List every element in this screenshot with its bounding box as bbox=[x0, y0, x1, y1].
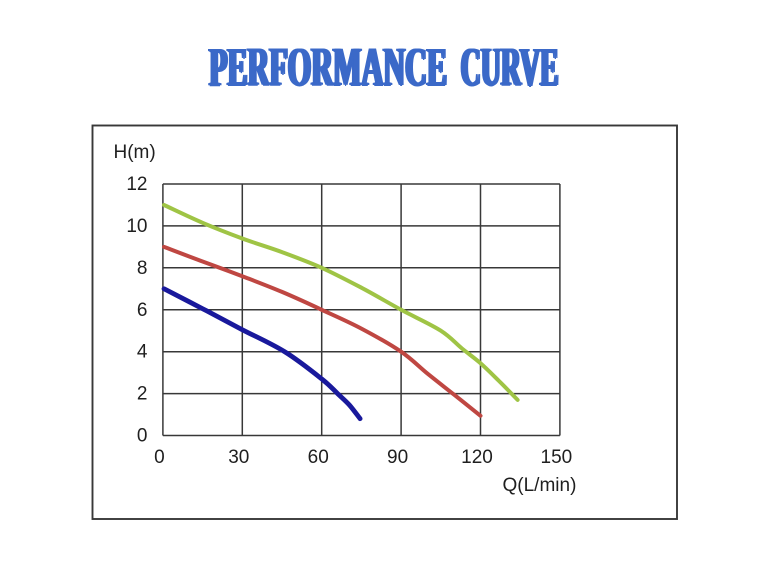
svg-text:90: 90 bbox=[387, 447, 408, 468]
svg-text:CURVE: CURVE bbox=[459, 37, 557, 98]
svg-text:2: 2 bbox=[137, 384, 148, 405]
svg-text:CURVE: CURVE bbox=[462, 37, 560, 98]
svg-text:CURVE: CURVE bbox=[461, 37, 559, 98]
svg-text:12: 12 bbox=[126, 174, 147, 195]
svg-text:60: 60 bbox=[308, 447, 329, 468]
svg-text:PERFORMANCE: PERFORMANCE bbox=[208, 37, 446, 98]
svg-text:150: 150 bbox=[541, 447, 573, 468]
svg-text:30: 30 bbox=[228, 447, 249, 468]
svg-text:PERFORMANCE: PERFORMANCE bbox=[211, 37, 449, 98]
svg-text:PERFORMANCE: PERFORMANCE bbox=[209, 37, 447, 98]
svg-text:PERFORMANCE: PERFORMANCE bbox=[209, 38, 447, 99]
svg-text:CURVE: CURVE bbox=[461, 38, 559, 99]
svg-text:6: 6 bbox=[137, 300, 148, 321]
svg-text:H(m): H(m) bbox=[114, 142, 156, 163]
svg-text:10: 10 bbox=[126, 216, 147, 237]
svg-text:4: 4 bbox=[137, 342, 148, 363]
svg-text:120: 120 bbox=[461, 447, 493, 468]
svg-text:Q(L/min): Q(L/min) bbox=[503, 475, 577, 496]
svg-text:0: 0 bbox=[137, 426, 148, 447]
svg-text:0: 0 bbox=[154, 447, 165, 468]
svg-text:8: 8 bbox=[137, 258, 148, 279]
